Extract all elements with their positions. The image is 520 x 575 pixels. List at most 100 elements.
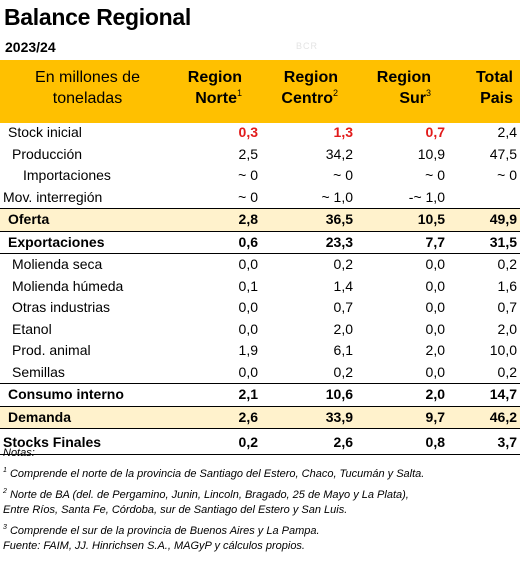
row-label: Consumo interno bbox=[8, 386, 124, 402]
footnote-1-marker: 1 bbox=[3, 467, 7, 474]
cell-sur: 0,0 bbox=[425, 363, 445, 380]
cell-total: 0,2 bbox=[497, 363, 517, 380]
cell-norte: 0,2 bbox=[238, 434, 258, 450]
cell-sur: 7,7 bbox=[425, 233, 445, 250]
cell-sur: 0,7 bbox=[425, 124, 445, 140]
cell-centro: 36,5 bbox=[325, 211, 353, 227]
table-row: Prod. animal 1,9 6,1 2,0 10,0 bbox=[0, 340, 520, 362]
cell-total: 14,7 bbox=[489, 386, 517, 402]
cell-sur: 0,0 bbox=[425, 277, 445, 294]
watermark-logo: BCR bbox=[296, 41, 319, 51]
header-norte-line2: Norte bbox=[195, 90, 237, 107]
footnote-2: 2 Norte de BA (del. de Pergamino, Junin,… bbox=[3, 488, 518, 503]
header-units-line2: toneladas bbox=[52, 90, 123, 107]
header-total-pais: Total Pais bbox=[476, 67, 513, 109]
cell-norte: 0,1 bbox=[238, 277, 258, 294]
notes-heading: Notas: bbox=[3, 447, 35, 459]
cell-sur: -~ 1,0 bbox=[408, 188, 445, 205]
row-label: Importaciones bbox=[23, 167, 111, 183]
table-header: En millones de toneladas Region Norte1 R… bbox=[0, 58, 520, 123]
cell-sur: 0,0 bbox=[425, 299, 445, 315]
table-row: Consumo interno 2,1 10,6 2,0 14,7 bbox=[0, 383, 520, 406]
row-label: Molienda húmeda bbox=[12, 277, 124, 294]
cell-total: 31,5 bbox=[489, 233, 517, 250]
row-label: Mov. interregión bbox=[3, 188, 103, 205]
cell-sur: 10,9 bbox=[417, 145, 445, 162]
cell-norte: ~ 0 bbox=[238, 188, 258, 205]
cell-total: 46,2 bbox=[489, 408, 517, 425]
footnotes: Notas: 1 Comprende el norte de la provin… bbox=[3, 446, 518, 554]
table-row: Exportaciones 0,6 23,3 7,7 31,5 bbox=[0, 232, 520, 254]
cell-centro: ~ 0 bbox=[333, 167, 353, 183]
cell-sur: ~ 0 bbox=[425, 167, 445, 183]
cell-norte: 0,3 bbox=[238, 124, 258, 140]
footnote-2-continued: Entre Ríos, Santa Fe, Córdoba, sur de Sa… bbox=[3, 504, 348, 516]
footnote-3-text: Comprende el sur de la provincia de Buen… bbox=[9, 525, 320, 537]
cell-total: 49,9 bbox=[489, 211, 517, 227]
footnote-1-text: Comprende el norte de la provincia de Sa… bbox=[9, 468, 425, 480]
source-note: Fuente: FAIM, JJ. Hinrichsen S.A., MAGyP… bbox=[3, 540, 305, 552]
cell-centro: 23,3 bbox=[325, 233, 353, 250]
header-centro-line1: Region bbox=[283, 69, 338, 86]
table-row: Importaciones ~ 0 ~ 0 ~ 0 ~ 0 bbox=[0, 165, 520, 187]
cell-norte: 0,6 bbox=[238, 233, 258, 250]
cell-centro: 0,2 bbox=[333, 256, 353, 272]
header-centro-sup: 2 bbox=[332, 88, 338, 98]
cell-total: 0,7 bbox=[497, 299, 517, 315]
cell-norte: 2,6 bbox=[238, 408, 258, 425]
footnote-2-marker: 2 bbox=[3, 488, 7, 495]
row-label: Molienda seca bbox=[12, 256, 103, 272]
header-units: En millones de toneladas bbox=[0, 67, 175, 109]
table-row: Mov. interregión ~ 0 ~ 1,0 -~ 1,0 bbox=[0, 187, 520, 209]
table-row-demanda: Demanda 2,6 33,9 9,7 46,2 bbox=[0, 405, 520, 429]
table-row: Etanol 0,0 2,0 0,0 2,0 bbox=[0, 319, 520, 341]
row-label: Stocks Finales bbox=[3, 434, 102, 450]
cell-centro: 1,4 bbox=[333, 277, 353, 294]
page-title: Balance Regional bbox=[4, 4, 191, 30]
table-row: Molienda seca 0,0 0,2 0,0 0,2 bbox=[0, 254, 520, 276]
row-label: Prod. animal bbox=[12, 342, 91, 358]
table-row: Otras industrias 0,0 0,7 0,0 0,7 bbox=[0, 297, 520, 319]
cell-total: 0,2 bbox=[497, 256, 517, 272]
cell-norte: 0,0 bbox=[238, 299, 258, 315]
row-label: Producción bbox=[12, 145, 83, 162]
campaign-year: 2023/24 bbox=[5, 39, 56, 55]
row-label: Oferta bbox=[8, 211, 50, 227]
cell-norte: 0,0 bbox=[238, 320, 258, 337]
row-label: Etanol bbox=[12, 320, 52, 337]
cell-sur: 2,0 bbox=[425, 342, 445, 358]
header-sur-line2: Sur bbox=[399, 90, 426, 107]
cell-norte: 2,5 bbox=[238, 145, 258, 162]
header-region-centro: Region Centro2 bbox=[281, 67, 338, 109]
cell-sur: 2,0 bbox=[425, 386, 445, 402]
cell-sur: 10,5 bbox=[417, 211, 445, 227]
row-label: Otras industrias bbox=[12, 299, 111, 315]
table-row: Producción 2,5 34,2 10,9 47,5 bbox=[0, 144, 520, 166]
balance-table: Stock inicial 0,3 1,3 0,7 2,4 Producción… bbox=[0, 122, 520, 455]
cell-norte: 2,8 bbox=[238, 211, 258, 227]
header-total-line2: Pais bbox=[480, 90, 513, 107]
footnote-1: 1 Comprende el norte de la provincia de … bbox=[3, 467, 518, 482]
cell-norte: 0,0 bbox=[238, 256, 258, 272]
cell-centro: 1,3 bbox=[333, 124, 353, 140]
cell-centro: 6,1 bbox=[333, 342, 353, 358]
row-label: Exportaciones bbox=[8, 233, 105, 250]
cell-centro: 0,7 bbox=[333, 299, 353, 315]
header-sur-sup: 3 bbox=[425, 88, 431, 98]
cell-centro: 2,6 bbox=[333, 434, 353, 450]
header-sur-line1: Region bbox=[376, 69, 431, 86]
cell-centro: 2,0 bbox=[333, 320, 353, 337]
cell-sur: 0,0 bbox=[425, 256, 445, 272]
header-norte-sup: 1 bbox=[236, 88, 242, 98]
row-label: Demanda bbox=[8, 408, 72, 425]
cell-sur: 0,8 bbox=[425, 434, 445, 450]
row-label: Semillas bbox=[12, 363, 65, 380]
table-row: Semillas 0,0 0,2 0,0 0,2 bbox=[0, 362, 520, 384]
cell-total: 47,5 bbox=[489, 145, 517, 162]
header-centro-line2: Centro bbox=[281, 90, 333, 107]
header-units-line1: En millones de bbox=[35, 69, 140, 86]
cell-sur: 9,7 bbox=[425, 408, 445, 425]
footnote-3-marker: 3 bbox=[3, 524, 7, 531]
cell-centro: 10,6 bbox=[325, 386, 353, 402]
header-total-line1: Total bbox=[475, 69, 513, 86]
